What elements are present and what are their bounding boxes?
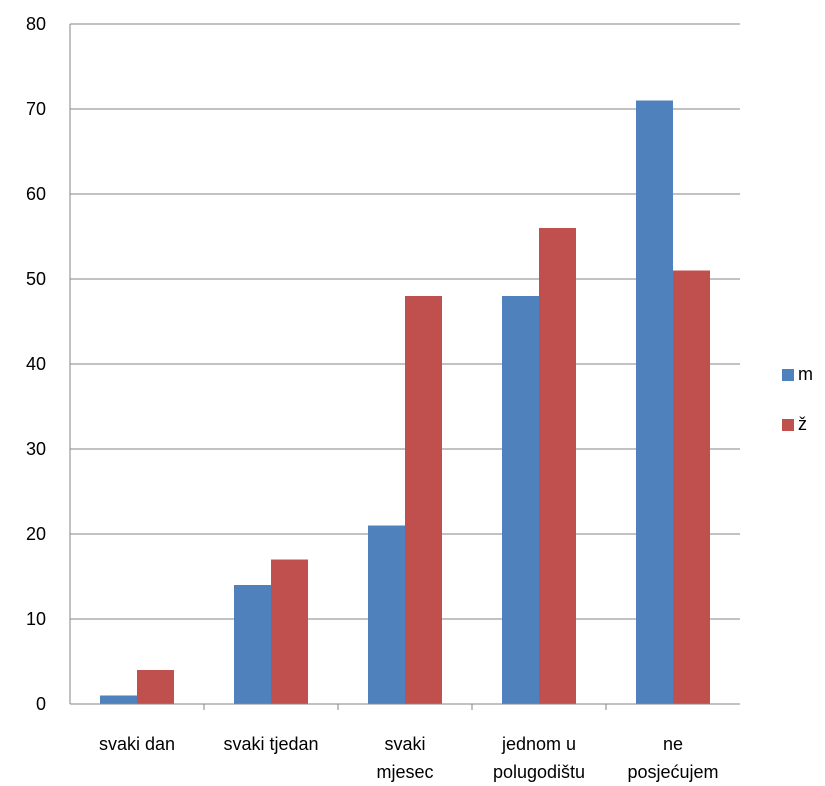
category-label: ne — [663, 734, 683, 754]
y-tick-label: 20 — [26, 524, 46, 544]
bar-ž-1 — [271, 559, 308, 704]
x-axis-categories: svaki dan svaki tjedan svaki mjesec jednom u… — [99, 734, 719, 782]
y-axis-ticks: 0 10 20 30 40 50 60 70 80 — [26, 14, 46, 714]
category-label: jednom u — [501, 734, 576, 754]
bar-m-4 — [636, 100, 673, 704]
bar-ž-2 — [405, 296, 442, 704]
legend-label-ž: ž — [798, 414, 807, 434]
bar-ž-0 — [137, 670, 174, 704]
legend-swatch-ž — [782, 419, 794, 431]
bar-ž-4 — [673, 270, 710, 704]
bar-m-1 — [234, 585, 271, 704]
y-tick-label: 40 — [26, 354, 46, 374]
category-label: svaki tjedan — [223, 734, 318, 754]
y-tick-label: 80 — [26, 14, 46, 34]
bars — [100, 100, 710, 704]
y-tick-label: 30 — [26, 439, 46, 459]
category-label: polugodištu — [493, 762, 585, 782]
category-label: svaki — [384, 734, 425, 754]
y-tick-label: 60 — [26, 184, 46, 204]
bar-ž-3 — [539, 228, 576, 704]
bar-m-2 — [368, 525, 405, 704]
category-label: svaki dan — [99, 734, 175, 754]
y-tick-label: 70 — [26, 99, 46, 119]
y-tick-label: 50 — [26, 269, 46, 289]
legend-swatch-m — [782, 369, 794, 381]
category-label: posjećujem — [627, 762, 718, 782]
axes — [69, 24, 740, 710]
legend: mž — [782, 364, 813, 434]
y-tick-label: 10 — [26, 609, 46, 629]
y-tick-label: 0 — [36, 694, 46, 714]
category-label: mjesec — [376, 762, 433, 782]
bar-m-0 — [100, 695, 137, 704]
legend-label-m: m — [798, 364, 813, 384]
bar-m-3 — [502, 296, 539, 704]
